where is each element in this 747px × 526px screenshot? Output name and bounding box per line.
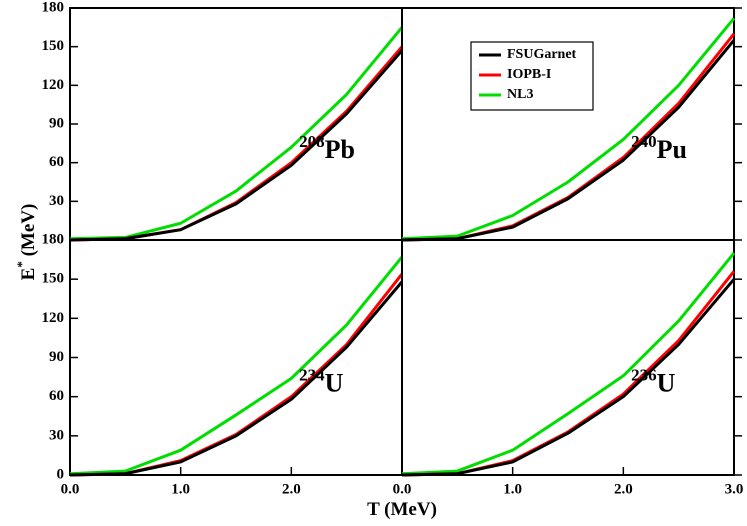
panel-frame	[69, 239, 403, 476]
x-tick-label: 0.0	[393, 481, 412, 497]
y-tick-label: 150	[42, 38, 65, 54]
series-line	[69, 273, 404, 477]
x-tick-label: 3.0	[725, 481, 744, 497]
y-tick-label: 120	[42, 310, 65, 326]
legend-label: IOPB-I	[507, 67, 551, 82]
isotope-label: 234U	[299, 366, 344, 398]
mass-number: 234	[299, 366, 325, 385]
x-tick-label: 2.0	[614, 481, 633, 497]
element: Pu	[657, 135, 687, 164]
y-tick-label: 60	[49, 388, 64, 404]
y-tick-label: 0	[57, 466, 65, 482]
isotope-label: 240Pu	[631, 132, 687, 164]
y-tick-label: 180	[42, 0, 65, 15]
legend-label: FSUGarnet	[507, 47, 577, 62]
x-axis-label: T (MeV)	[367, 499, 437, 520]
y-tick-label: 120	[42, 77, 65, 93]
y-tick-label: 180	[42, 231, 65, 247]
series-line	[401, 17, 736, 241]
series-line	[401, 252, 736, 476]
x-tick-label: 1.0	[503, 481, 522, 497]
isotope-label: 236U	[631, 366, 676, 398]
mass-number: 208	[299, 132, 325, 151]
series-line	[401, 39, 736, 242]
x-tick-label: 0.0	[61, 481, 80, 497]
y-tick-label: 90	[49, 115, 64, 131]
series-line	[69, 280, 404, 477]
element: U	[325, 369, 344, 398]
x-tick-label: 1.0	[171, 481, 190, 497]
y-tick-label: 60	[49, 154, 64, 170]
series-line	[69, 49, 404, 242]
y-tick-label: 30	[49, 193, 64, 209]
panel-frame	[401, 239, 735, 476]
y-tick-label: 150	[42, 271, 65, 287]
y-tick-label: 90	[49, 349, 64, 365]
series-line	[69, 26, 404, 241]
isotope-label: 208Pb	[299, 132, 355, 164]
element: Pb	[325, 135, 355, 164]
series-line	[69, 256, 404, 476]
mass-number: 236	[631, 366, 657, 385]
legend-label: NL3	[507, 87, 533, 102]
y-axis-label: E* (MeV)	[14, 204, 39, 281]
y-tick-label: 30	[49, 427, 64, 443]
x-tick-label: 2.0	[282, 481, 301, 497]
series-line	[401, 278, 736, 477]
mass-number: 240	[631, 132, 657, 151]
series-line	[401, 270, 736, 477]
element: U	[657, 369, 676, 398]
